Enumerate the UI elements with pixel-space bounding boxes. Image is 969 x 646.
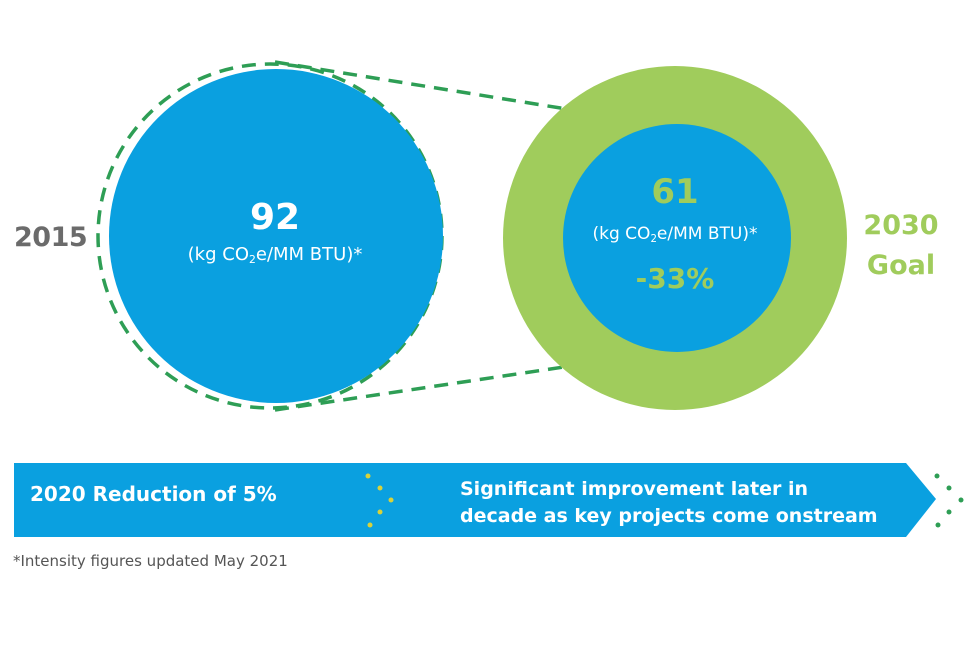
unit-2030-subscript: 2 (650, 234, 657, 246)
banner-improvement-line1: Significant improvement later in (460, 478, 809, 500)
year-2030-goal-label: 2030 Goal (846, 206, 956, 286)
arrow-tip-dots (934, 473, 964, 528)
unit-2030-prefix: (kg CO (592, 224, 651, 244)
timeline-arrow-banner (14, 463, 936, 537)
value-2030: 61 (651, 172, 699, 212)
banner-improvement-text: Significant improvement later in decade … (460, 476, 900, 530)
goal-label: Goal (866, 250, 936, 281)
unit-2015-prefix: (kg CO (187, 244, 249, 265)
value-2015: 92 (249, 197, 301, 238)
unit-2015-suffix: e/MM BTU)* (255, 244, 363, 265)
unit-2030-suffix: e/MM BTU)* (656, 224, 758, 244)
banner-2020-reduction: 2020 Reduction of 5% (30, 482, 277, 506)
unit-2015-subscript: 2 (249, 253, 256, 267)
year-2030: 2030 (863, 210, 939, 241)
reduction-percent: -33% (635, 262, 715, 295)
circle-2015 (109, 69, 443, 403)
unit-2015: (kg CO2e/MM BTU)* (100, 244, 450, 266)
circle-2030 (563, 124, 791, 352)
unit-2030: (kg CO2e/MM BTU)* (545, 224, 805, 245)
year-2015-label: 2015 (14, 222, 88, 253)
footnote: *Intensity figures updated May 2021 (13, 552, 288, 570)
dotted-separator (365, 473, 394, 528)
banner-improvement-line2: decade as key projects come onstream (460, 505, 878, 527)
